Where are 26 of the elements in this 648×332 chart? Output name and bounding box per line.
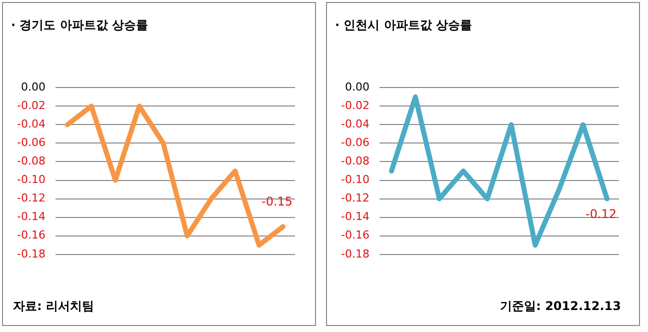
y-tick-label: -0.04 [340, 118, 370, 131]
y-tick-label: -0.02 [16, 98, 46, 112]
y-tick-label: -0.02 [340, 98, 370, 112]
text: 자료: 리서치팀 [13, 298, 94, 315]
y-tick-label: 0.00 [20, 80, 46, 94]
y-tick-label: -0.12 [340, 192, 370, 205]
data-label: -0.12 [585, 206, 617, 221]
y-tick-label: -0.18 [340, 247, 370, 260]
y-tick-label: -0.06 [340, 136, 370, 150]
y-tick-label: -0.14 [16, 210, 46, 224]
y-tick-label: -0.04 [16, 118, 46, 131]
text: 기준일: 2012.12.13 [500, 298, 621, 315]
y-tick-label: -0.16 [16, 228, 46, 242]
y-tick-label: -0.10 [340, 173, 370, 186]
y-tick-label: -0.06 [16, 136, 46, 150]
y-tick-label: -0.08 [16, 154, 46, 168]
y-tick-label: -0.16 [340, 228, 370, 242]
data-label: -0.15 [261, 194, 293, 209]
y-tick-label: 0.00 [344, 80, 370, 94]
chart-title: · 인천시 아파트값 상승률 [335, 17, 472, 34]
chart-title: · 경기도 아파트값 상승률 [11, 17, 148, 34]
y-tick-label: -0.14 [340, 210, 370, 224]
y-tick-label: -0.08 [340, 154, 370, 168]
y-tick-label: -0.12 [16, 192, 46, 205]
y-tick-label: -0.18 [16, 247, 46, 260]
y-tick-label: -0.10 [16, 173, 46, 186]
